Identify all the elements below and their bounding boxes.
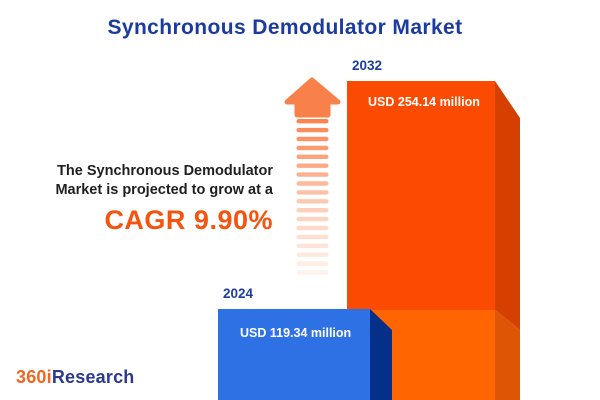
- growth-arrow-icon: [284, 77, 341, 275]
- page-title: Synchronous Demodulator Market: [107, 16, 463, 39]
- bar-2032-side-base-segment: [495, 310, 520, 400]
- logo-research: Research: [51, 367, 135, 387]
- arrow-dashed-shaft: [296, 119, 329, 275]
- bar-2032: [347, 81, 520, 400]
- year-label-2024: 2024: [223, 286, 254, 301]
- bar-2024-side: [370, 309, 392, 400]
- bar-2032-side-growth-segment: [495, 81, 520, 330]
- value-label-2032: USD 254.14 million: [368, 95, 480, 109]
- bar-2024-front: [218, 309, 370, 400]
- bar-2032-front-growth-segment: [347, 81, 495, 310]
- value-label-2024: USD 119.34 million: [240, 326, 352, 340]
- annotation-line-1: The Synchronous Demodulator: [57, 163, 273, 179]
- cagr-value: CAGR 9.90%: [104, 205, 273, 235]
- annotation-line-2: Market is projected to grow at a: [55, 182, 273, 198]
- arrow-head: [284, 77, 341, 118]
- year-label-2032: 2032: [352, 58, 383, 73]
- logo-360i: 360i: [16, 367, 52, 387]
- growth-annotation: The Synchronous Demodulator Market is pr…: [13, 162, 273, 236]
- bar-2024: [218, 309, 392, 400]
- brand-logo: 360iResearch: [16, 367, 135, 388]
